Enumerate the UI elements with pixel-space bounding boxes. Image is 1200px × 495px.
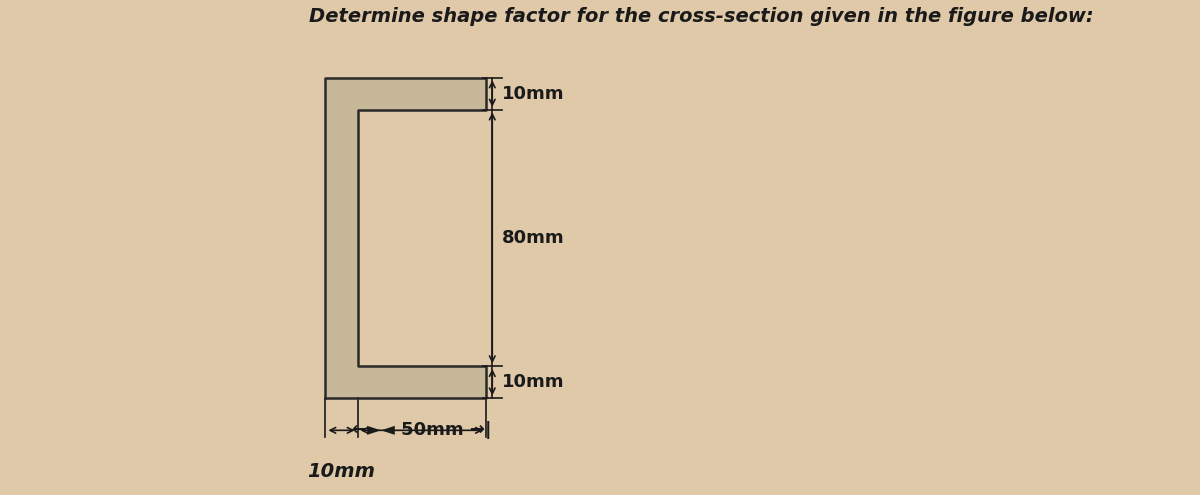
Text: 10mm: 10mm — [502, 85, 564, 102]
Text: 80mm: 80mm — [502, 229, 564, 247]
Text: 10mm: 10mm — [502, 373, 564, 391]
Text: 10mm: 10mm — [307, 462, 376, 482]
Text: ←►◄ 50mm →|: ←►◄ 50mm →| — [352, 421, 492, 440]
Text: Determine shape factor for the cross-section given in the figure below:: Determine shape factor for the cross-sec… — [310, 7, 1094, 26]
Polygon shape — [325, 78, 486, 398]
